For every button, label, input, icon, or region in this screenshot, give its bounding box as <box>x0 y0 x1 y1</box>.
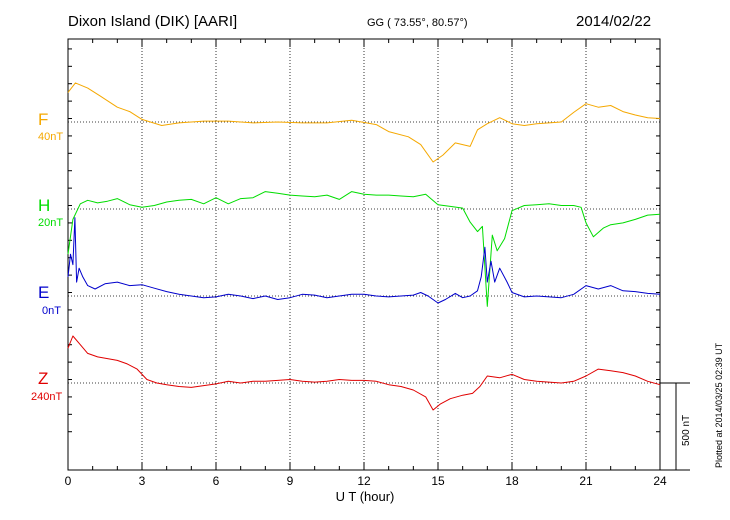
offset-label-e: 0nT <box>42 305 61 317</box>
x-tick-label: 24 <box>653 474 667 488</box>
series-label-f: F <box>38 110 49 129</box>
x-tick-label: 9 <box>286 474 294 488</box>
date-label: 2014/02/22 <box>576 13 652 30</box>
series-label-h: H <box>38 196 51 215</box>
plotted-timestamp: Plotted at 2014/03/25 02:39 UT <box>714 342 724 468</box>
data-series <box>67 82 661 411</box>
offset-label-h: 20nT <box>38 217 64 229</box>
scale-bar-label: 500 nT <box>681 414 692 446</box>
series-line-z <box>67 335 661 411</box>
x-tick-label: 12 <box>357 474 371 488</box>
station-coordinates: GG ( 73.55°, 80.57°) <box>367 17 468 29</box>
grid-lines <box>68 39 660 470</box>
x-tick-label: 21 <box>579 474 593 488</box>
series-label-z: Z <box>38 369 49 388</box>
offset-label-f: 40nT <box>38 131 64 143</box>
series-line-e <box>67 217 661 304</box>
series-line-f <box>67 82 661 163</box>
series-label-e: E <box>38 283 50 302</box>
x-tick-label: 18 <box>505 474 519 488</box>
x-tick-label: 6 <box>212 474 220 488</box>
axis-ticks <box>67 39 661 470</box>
x-tick-label: 15 <box>431 474 445 488</box>
x-tick-label: 0 <box>64 474 72 488</box>
scale-bar <box>660 382 690 471</box>
offset-label-z: 240nT <box>31 391 63 403</box>
series-line-h <box>67 191 661 307</box>
station-title: Dixon Island (DIK) [AARI] <box>68 13 238 30</box>
x-tick-label: 3 <box>138 474 146 488</box>
x-axis-label: U T (hour) <box>335 489 395 504</box>
